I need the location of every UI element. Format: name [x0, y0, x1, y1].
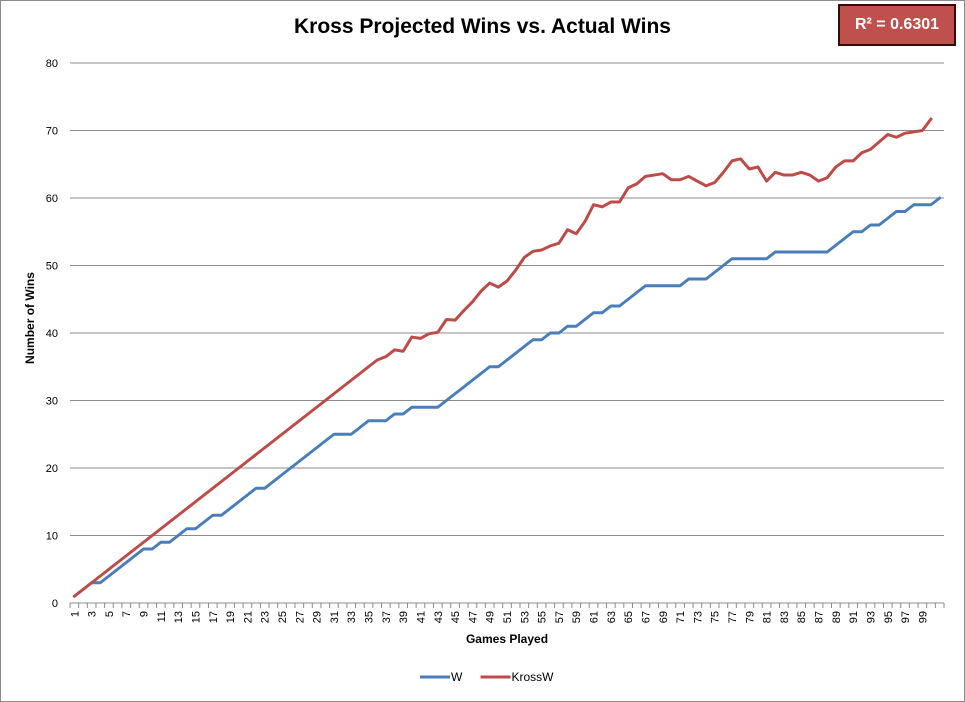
- x-tick-label: 45: [450, 611, 462, 623]
- x-tick-label: 49: [485, 611, 497, 623]
- x-tick-label: 93: [865, 611, 877, 623]
- legend: W KrossW: [420, 670, 554, 684]
- y-tick-label: 60: [46, 193, 58, 205]
- x-tick-label: 9: [139, 611, 151, 617]
- x-tick-label: 1: [69, 611, 81, 617]
- x-tick-label: 85: [796, 611, 808, 623]
- x-tick-label: 83: [779, 611, 791, 623]
- x-tick-label: 53: [519, 611, 531, 623]
- x-tick-label: 47: [467, 611, 479, 623]
- chart-title: Kross Projected Wins vs. Actual Wins: [294, 15, 671, 38]
- y-tick-label: 50: [46, 261, 58, 273]
- x-tick-label: 61: [589, 611, 601, 623]
- x-tick-label: 57: [554, 611, 566, 623]
- x-tick-label: 31: [329, 611, 341, 623]
- x-tick-label: 27: [294, 611, 306, 623]
- series-line-w: [72, 196, 942, 598]
- r-squared-badge: R² = 0.6301: [838, 4, 956, 46]
- x-tick-label: 79: [744, 611, 756, 623]
- y-tick-label: 40: [46, 328, 58, 340]
- series-line-krossw: [72, 117, 933, 598]
- x-tick-label: 87: [814, 611, 826, 623]
- x-tick-label: 55: [537, 611, 549, 623]
- x-tick-label: 75: [710, 611, 722, 623]
- x-tick-label: 13: [173, 611, 185, 623]
- x-tick-label: 17: [208, 611, 220, 623]
- x-tick-label: 11: [156, 611, 168, 622]
- x-tick-label: 25: [277, 611, 289, 623]
- x-tick-label: 71: [675, 611, 687, 623]
- x-axis-label: Games Played: [466, 632, 548, 646]
- x-tick-label: 99: [917, 611, 929, 623]
- x-tick-label: 89: [831, 611, 843, 623]
- x-tick-label: 21: [242, 611, 254, 623]
- x-tick-label: 35: [364, 611, 376, 623]
- x-tick-label: 63: [606, 611, 618, 623]
- legend-label-krossw: KrossW: [512, 670, 555, 684]
- y-tick-label: 20: [46, 463, 58, 475]
- y-tick-label: 0: [52, 598, 58, 610]
- y-tick-label: 70: [46, 126, 58, 138]
- x-tick-label: 73: [692, 611, 704, 623]
- x-tick-label: 15: [190, 611, 202, 623]
- x-tick-label: 95: [883, 611, 895, 623]
- x-tick-label: 5: [104, 611, 116, 617]
- x-tick-label: 97: [900, 611, 912, 623]
- y-tick-label: 80: [46, 58, 58, 70]
- y-tick-label: 30: [46, 396, 58, 408]
- x-tick-label: 59: [571, 611, 583, 623]
- x-tick-label: 91: [848, 611, 860, 623]
- y-tick-label: 10: [46, 531, 58, 543]
- x-tick-label: 7: [121, 611, 133, 617]
- y-axis-label: Number of Wins: [23, 272, 37, 364]
- x-tick-label: 69: [658, 611, 670, 623]
- x-tick-label: 41: [415, 611, 427, 623]
- x-tick-label: 51: [502, 611, 514, 623]
- x-tick-label: 67: [640, 611, 652, 623]
- x-tick-label: 19: [225, 611, 237, 623]
- x-tick-label: 65: [623, 611, 635, 623]
- series-lines: [72, 117, 942, 598]
- x-tick-label: 77: [727, 611, 739, 623]
- x-tick-label: 81: [762, 611, 774, 623]
- x-axis-ticks: 1 3 5 7 9 11 13 15 17 19 21 23 25 27 29 31 33 35 37 39 41 43 4…: [69, 611, 929, 623]
- x-tick-label: 43: [433, 611, 445, 623]
- x-tick-label: 23: [260, 611, 272, 623]
- x-tick-label: 33: [346, 611, 358, 623]
- x-tick-label: 3: [87, 611, 99, 617]
- legend-label-w: W: [451, 670, 463, 684]
- x-tick-label: 39: [398, 611, 410, 623]
- gridlines: [70, 62, 944, 536]
- y-axis-ticks: 0 10 20 30 40 50 60 70 80: [46, 58, 58, 610]
- x-tick-label: 37: [381, 611, 393, 623]
- x-axis: [69, 602, 945, 608]
- x-tick-label: 29: [312, 611, 324, 623]
